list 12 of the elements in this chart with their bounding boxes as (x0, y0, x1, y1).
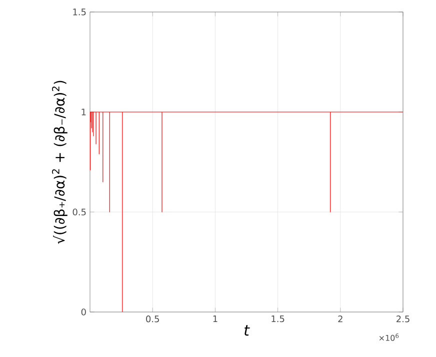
y-tick-label: 1.5 (73, 8, 86, 16)
x-axis-title: t (244, 325, 250, 336)
y-tick-label: 0.5 (72, 208, 86, 216)
line-series (90, 112, 403, 312)
x-tick-label: 0.5 (146, 316, 159, 322)
x-tick-label: 1 (213, 316, 218, 322)
x-tick-label: 1.5 (272, 316, 284, 322)
x-tick-label: 2 (338, 316, 342, 322)
x-tick-label: 2.5 (396, 316, 410, 322)
y-axis-title: √((∂β₊/∂α)$^{2}$ + (∂β₋/∂α)$^{2}$) (52, 80, 68, 244)
y-tick-label: 1 (82, 108, 86, 116)
y-tick-label: 0 (81, 308, 86, 316)
